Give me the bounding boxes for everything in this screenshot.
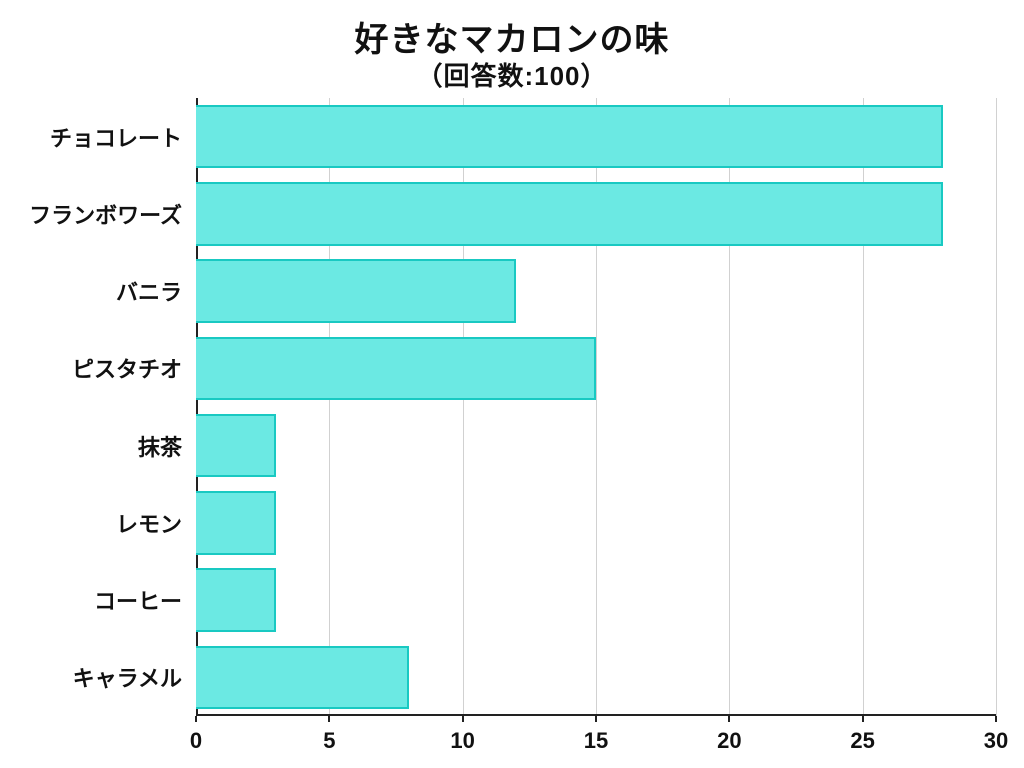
bar: [196, 414, 276, 477]
bar: [196, 337, 596, 400]
y-category-label: バニラ: [116, 275, 182, 307]
y-category-label: ピスタチオ: [72, 352, 182, 384]
plot-area: 051015202530: [196, 98, 996, 716]
y-category-label: フランボワーズ: [29, 198, 182, 230]
bar: [196, 568, 276, 631]
bar: [196, 259, 516, 322]
x-tick: [728, 716, 730, 722]
y-category-label: 抹茶: [138, 430, 182, 462]
x-tick: [328, 716, 330, 722]
bar: [196, 491, 276, 554]
bar: [196, 182, 943, 245]
x-axis-line: [196, 714, 996, 716]
x-tick: [995, 716, 997, 722]
y-category-label: レモン: [116, 507, 182, 539]
x-tick-label: 0: [190, 728, 202, 754]
y-category-label: コーヒー: [94, 584, 182, 616]
x-tick-label: 15: [584, 728, 608, 754]
x-tick-label: 25: [850, 728, 874, 754]
chart-subtitle: （回答数:100）: [0, 56, 1024, 93]
x-tick: [862, 716, 864, 722]
bar: [196, 646, 409, 709]
y-category-label: キャラメル: [73, 661, 182, 693]
x-tick: [595, 716, 597, 722]
x-tick: [195, 716, 197, 722]
chart-title: 好きなマカロンの味: [0, 12, 1024, 61]
x-tick-label: 30: [984, 728, 1008, 754]
bar: [196, 105, 943, 168]
x-tick: [462, 716, 464, 722]
x-tick-label: 20: [717, 728, 741, 754]
y-category-label: チョコレート: [50, 121, 182, 153]
grid-line: [996, 98, 997, 716]
x-tick-label: 5: [323, 728, 335, 754]
x-tick-label: 10: [450, 728, 474, 754]
chart-root: 好きなマカロンの味 （回答数:100） 051015202530 チョコレートフ…: [0, 0, 1024, 768]
